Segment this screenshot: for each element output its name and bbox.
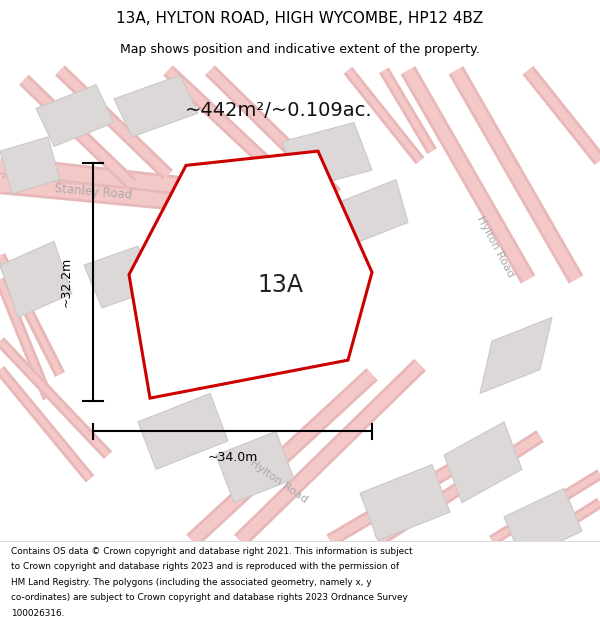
Text: 100026316.: 100026316. — [11, 609, 64, 618]
Text: Stanley Road: Stanley Road — [54, 182, 132, 201]
Polygon shape — [444, 422, 522, 502]
Text: to Crown copyright and database rights 2023 and is reproduced with the permissio: to Crown copyright and database rights 2… — [11, 562, 399, 571]
Polygon shape — [114, 75, 198, 137]
Polygon shape — [36, 84, 114, 146]
Polygon shape — [360, 464, 450, 541]
Text: Map shows position and indicative extent of the property.: Map shows position and indicative extent… — [120, 42, 480, 56]
Polygon shape — [0, 137, 60, 194]
Polygon shape — [84, 246, 156, 308]
Polygon shape — [282, 122, 372, 189]
Text: 13A: 13A — [257, 272, 304, 296]
Text: co-ordinates) are subject to Crown copyright and database rights 2023 Ordnance S: co-ordinates) are subject to Crown copyr… — [11, 593, 407, 602]
Text: Contains OS data © Crown copyright and database right 2021. This information is : Contains OS data © Crown copyright and d… — [11, 546, 412, 556]
Text: 13A, HYLTON ROAD, HIGH WYCOMBE, HP12 4BZ: 13A, HYLTON ROAD, HIGH WYCOMBE, HP12 4BZ — [116, 11, 484, 26]
Polygon shape — [129, 151, 372, 398]
Polygon shape — [336, 179, 408, 246]
Text: ~32.2m: ~32.2m — [59, 257, 73, 307]
Polygon shape — [216, 431, 294, 502]
Polygon shape — [480, 318, 552, 393]
Text: Hylton Road: Hylton Road — [475, 214, 515, 278]
Polygon shape — [0, 241, 72, 318]
Text: Hylton Road: Hylton Road — [248, 458, 310, 505]
Text: HM Land Registry. The polygons (including the associated geometry, namely x, y: HM Land Registry. The polygons (includin… — [11, 578, 371, 587]
Text: ~442m²/~0.109ac.: ~442m²/~0.109ac. — [185, 101, 373, 120]
Polygon shape — [504, 488, 582, 559]
Text: ~34.0m: ~34.0m — [208, 451, 257, 464]
Polygon shape — [138, 393, 228, 469]
